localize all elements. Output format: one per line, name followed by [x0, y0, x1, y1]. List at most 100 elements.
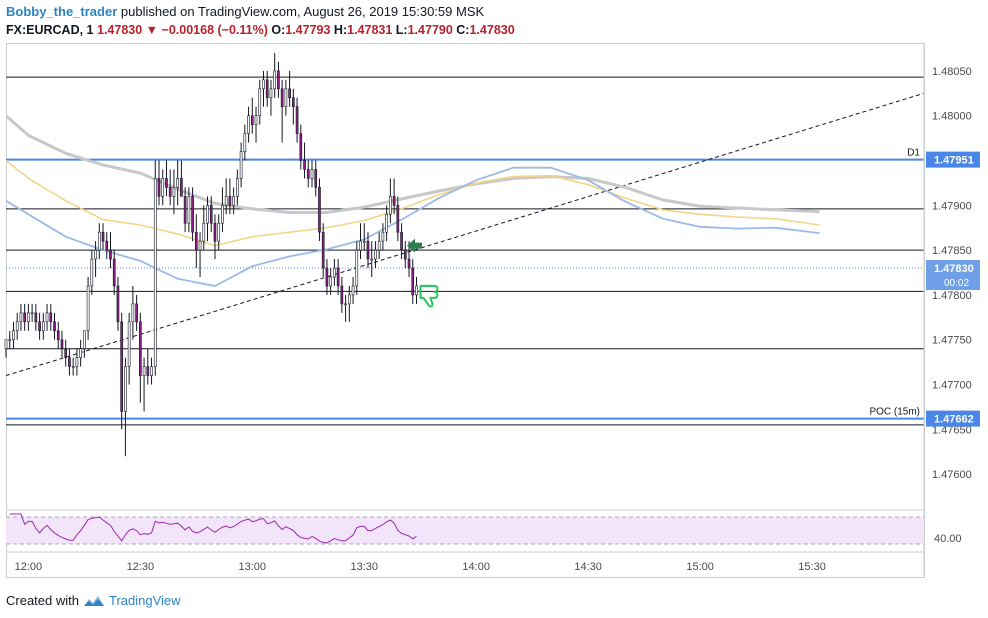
candle-body — [288, 88, 291, 99]
candle-body — [277, 70, 280, 90]
publish-header: Bobby_the_trader published on TradingVie… — [6, 4, 484, 19]
low-value: 1.47790 — [407, 23, 453, 37]
candle-body — [86, 285, 90, 332]
candle-body — [396, 205, 400, 233]
candle-body — [280, 88, 284, 108]
candle-body — [336, 267, 340, 287]
time-tick-label: 14:00 — [462, 561, 490, 573]
candle-body — [329, 276, 332, 287]
candle-body — [112, 258, 116, 287]
price-tick-label: 1.47850 — [932, 245, 972, 257]
created-with-text: Created with — [6, 593, 79, 608]
candle-body — [194, 231, 198, 251]
symbol-name: FX:EURCAD, 1 — [6, 23, 94, 37]
candle-body — [206, 205, 209, 224]
price-tick-label: 1.47750 — [932, 335, 972, 347]
candle-body — [97, 231, 101, 251]
candle-body — [295, 106, 299, 134]
time-tick-label: 12:30 — [127, 561, 155, 573]
price-tick-label: 1.47800 — [932, 290, 972, 302]
author-link[interactable]: Bobby_the_trader — [6, 4, 118, 19]
candle-body — [116, 285, 120, 323]
high-label: H: — [333, 23, 348, 37]
time-tick-label: 15:30 — [798, 561, 826, 573]
candle-body — [318, 187, 321, 233]
candle-body — [71, 366, 75, 368]
high-value: 1.47831 — [347, 23, 393, 37]
candle-body — [217, 222, 221, 242]
candle-body — [221, 205, 224, 224]
rsi-line — [9, 513, 417, 544]
candle-body — [49, 312, 53, 323]
candle-body — [12, 330, 15, 341]
candle-body — [105, 240, 109, 251]
price-tick-label: 1.48000 — [932, 111, 972, 123]
candle-body — [68, 357, 71, 367]
candle-body — [247, 115, 250, 134]
left-arrow-icon — [407, 238, 423, 253]
candle-body — [381, 231, 385, 242]
candle-body — [180, 178, 183, 197]
candle-body — [183, 196, 187, 224]
price-tick-label: 1.48050 — [932, 66, 972, 78]
candle-body — [45, 312, 49, 323]
candle-body — [243, 133, 247, 152]
moving-average-gray — [6, 114, 820, 214]
candle-body — [359, 240, 362, 251]
blue-level-price-label: 1.47662 — [934, 414, 974, 426]
price-tick-label: 1.47600 — [932, 469, 972, 481]
candle-body — [60, 339, 64, 349]
candle-body — [284, 88, 288, 108]
candle-body — [299, 133, 303, 161]
candle-body — [303, 160, 306, 170]
price-tick-label: 1.47700 — [932, 380, 972, 392]
candle-body — [83, 330, 86, 349]
candle-body — [198, 240, 202, 251]
candle-body — [53, 321, 56, 332]
low-label: L: — [395, 23, 408, 37]
candle-body — [56, 330, 60, 341]
candle-body — [362, 240, 366, 243]
tradingview-link[interactable]: TradingView — [108, 593, 181, 608]
candle-body — [202, 222, 206, 242]
candle-body — [4, 339, 8, 349]
candle-body — [34, 312, 38, 323]
candle-body — [176, 178, 179, 188]
candle-body — [135, 303, 138, 323]
moving-average-blue — [6, 166, 820, 287]
open-label: O: — [271, 23, 286, 37]
candle-body — [165, 178, 168, 188]
candle-body — [262, 79, 265, 90]
candle-body — [64, 348, 68, 358]
candle-body — [351, 285, 355, 296]
moving-average-yellow — [6, 159, 820, 247]
time-tick-label: 13:30 — [350, 561, 378, 573]
candle-body — [90, 258, 94, 287]
candle-body — [377, 240, 381, 251]
time-tick-label: 15:00 — [686, 561, 714, 573]
blue-level-tag: D1 — [907, 148, 920, 159]
candle-body — [400, 231, 403, 251]
candle-body — [340, 285, 344, 305]
symbol-info: FX:EURCAD, 1 1.47830 ▼ −0.00168 (−0.11%)… — [6, 23, 515, 37]
price-label-background — [926, 151, 980, 168]
countdown-label: 00:02 — [944, 278, 969, 289]
rsi-band — [6, 517, 924, 544]
candle-body — [325, 267, 329, 287]
candle-body — [411, 267, 415, 296]
candle-body — [415, 285, 418, 296]
candle-body — [250, 115, 254, 125]
down-triangle-icon: ▼ — [145, 23, 159, 37]
candle-body — [19, 312, 23, 323]
candle-body — [258, 88, 262, 116]
candle-body — [366, 240, 370, 260]
candle-body — [374, 249, 377, 260]
candle-body — [79, 348, 82, 358]
candle-body — [314, 169, 318, 188]
time-tick-label: 12:00 — [15, 561, 43, 573]
candle-body — [187, 196, 191, 224]
candle-body — [232, 196, 235, 206]
candle-body — [146, 366, 150, 376]
candle-body — [27, 312, 30, 323]
